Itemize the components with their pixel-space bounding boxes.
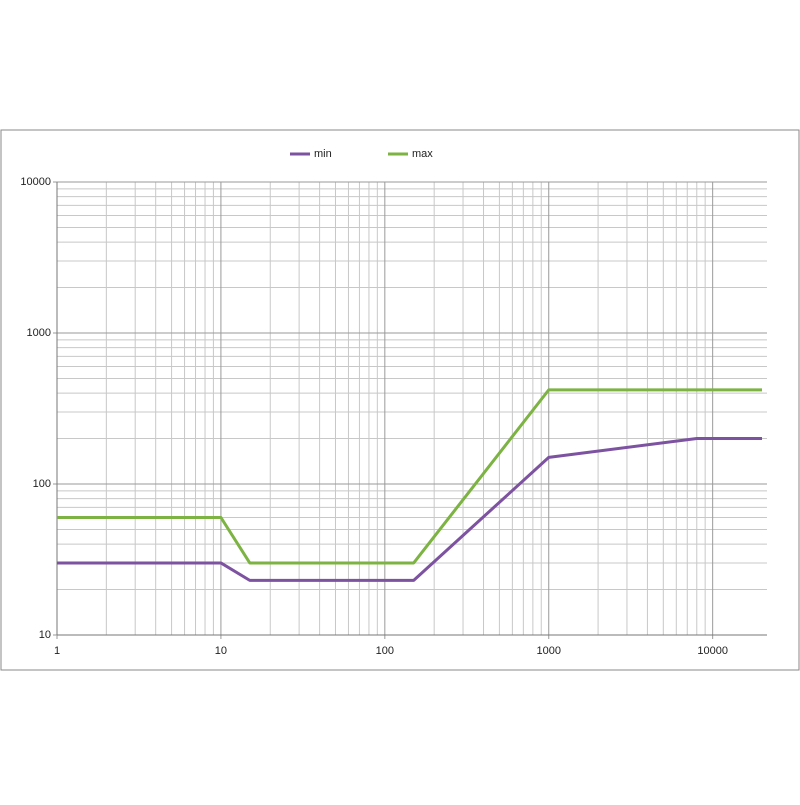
y-tick-label: 10000	[20, 176, 51, 188]
y-tick-label: 1000	[27, 327, 51, 339]
data-line	[57, 388, 762, 565]
x-tick-label: 10	[215, 645, 227, 657]
data-line	[57, 437, 762, 582]
y-tick-label: 100	[33, 478, 51, 490]
legend-label: max	[412, 148, 433, 160]
x-tick-label: 10000	[697, 645, 728, 657]
x-tick-label: 1	[54, 645, 60, 657]
legend-label: min	[314, 148, 332, 160]
x-tick-label: 1000	[537, 645, 561, 657]
y-tick-label: 10	[39, 629, 51, 641]
chart-frame	[0, 129, 800, 671]
x-tick-label: 100	[376, 645, 394, 657]
